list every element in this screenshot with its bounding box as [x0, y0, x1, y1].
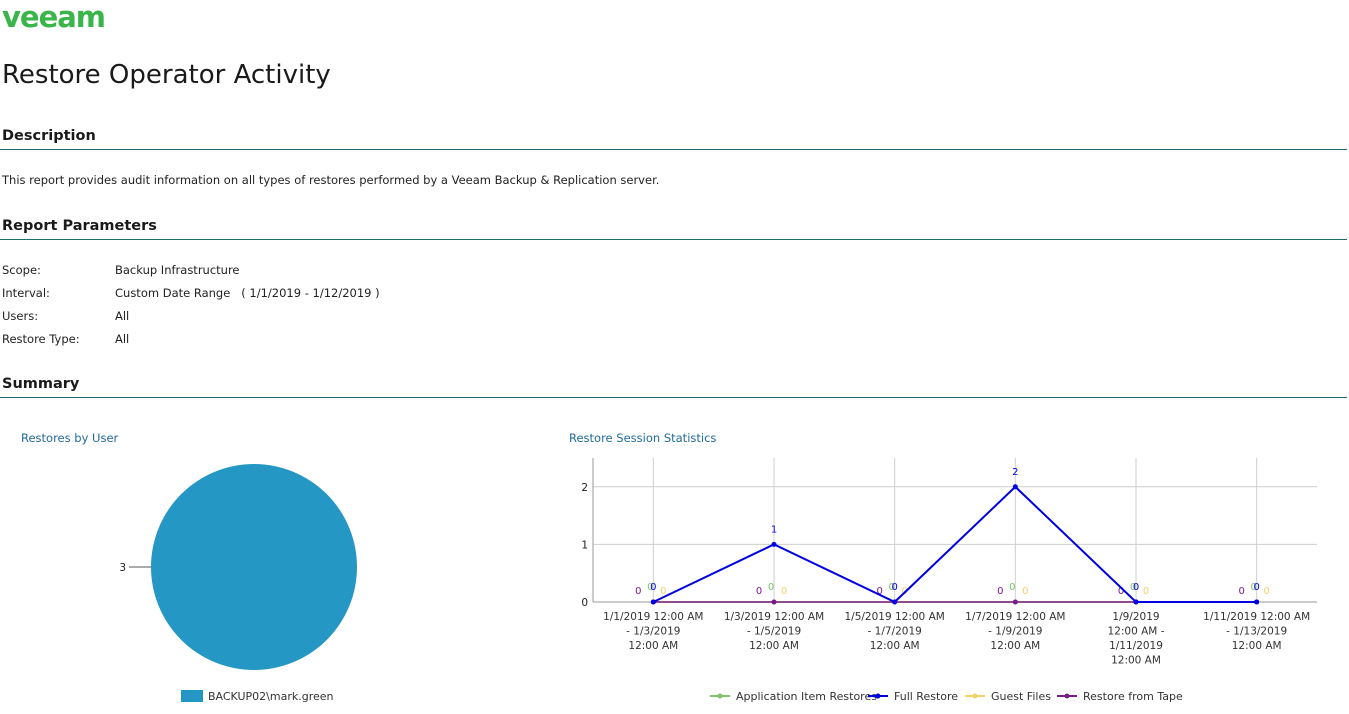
- param-value: All: [115, 309, 130, 323]
- data-label: 0: [997, 586, 1003, 597]
- x-tick-label: 1/11/2019 12:00 AM - 1/13/2019 12:00 AM: [1203, 611, 1310, 652]
- param-value: All: [115, 332, 130, 346]
- x-tick-label: 1/9/2019 12:00 AM -1/11/2019 12:00 AM: [1108, 611, 1165, 667]
- series-point: [892, 599, 898, 605]
- description-divider: [0, 149, 1347, 150]
- series-point: [771, 541, 777, 547]
- param-label: Interval:: [2, 286, 50, 300]
- legend-marker: [1064, 693, 1070, 699]
- data-label: 0: [660, 586, 666, 597]
- param-label: Scope:: [2, 263, 41, 277]
- data-label: 0: [891, 582, 897, 593]
- x-tick-label: 1/3/2019 12:00 AM - 1/5/2019 12:00 AM: [724, 611, 824, 652]
- data-label: 0: [1118, 586, 1124, 597]
- data-label: 0: [650, 582, 656, 593]
- y-tick-label: 2: [581, 482, 588, 494]
- page-title: Restore Operator Activity: [2, 60, 331, 90]
- x-tick-label: 1/5/2019 12:00 AM - 1/7/2019 12:00 AM: [844, 611, 944, 652]
- param-row-scope: Scope: Backup Infrastructure: [2, 263, 602, 279]
- legend-label: Application Item Restores: [736, 690, 877, 703]
- legend-label: Restore from Tape: [1083, 690, 1183, 703]
- data-label: 0: [1143, 586, 1149, 597]
- y-tick-label: 0: [581, 597, 588, 609]
- restores-by-user-chart: 3 BACKUP02\mark.green: [119, 464, 357, 703]
- data-label: 0: [876, 586, 882, 597]
- plot-area: [593, 458, 1317, 602]
- data-label: 0: [888, 582, 894, 593]
- data-label: 0: [1022, 586, 1028, 597]
- param-row-users: Users: All: [2, 309, 602, 325]
- series-point: [1012, 484, 1018, 490]
- param-value: Custom Date Range ( 1/1/2019 - 1/12/2019…: [115, 286, 380, 300]
- pie-slice-value-label: 3: [119, 562, 126, 574]
- param-value: Backup Infrastructure: [115, 263, 240, 277]
- legend-swatch: [181, 690, 203, 702]
- data-label: 0: [647, 582, 653, 593]
- series-point: [1012, 599, 1018, 605]
- param-row-restore-type: Restore Type: All: [2, 332, 602, 348]
- data-label: 0: [768, 582, 774, 593]
- legend-marker: [875, 693, 881, 699]
- param-label: Users:: [2, 309, 39, 323]
- description-text: This report provides audit information o…: [2, 173, 660, 187]
- data-label: 0: [1250, 582, 1256, 593]
- legend-marker: [717, 693, 723, 699]
- series-point: [650, 599, 656, 605]
- param-row-interval: Interval: Custom Date Range ( 1/1/2019 -…: [2, 286, 602, 302]
- data-label: 0: [1130, 582, 1136, 593]
- restores-by-user-title: Restores by User: [21, 431, 119, 445]
- legend-label: Full Restore: [894, 690, 958, 703]
- parameters-divider: [0, 239, 1347, 240]
- x-tick-label: 1/7/2019 12:00 AM - 1/9/2019 12:00 AM: [965, 611, 1065, 652]
- series-point: [771, 599, 777, 605]
- data-label: 0: [1009, 582, 1015, 593]
- data-label: 0: [635, 586, 641, 597]
- series-point: [1133, 599, 1139, 605]
- description-heading: Description: [2, 128, 96, 144]
- x-tick-label: 1/1/2019 12:00 AM - 1/3/2019 12:00 AM: [603, 611, 703, 652]
- series-line: [652, 485, 1257, 604]
- data-label: 0: [1133, 582, 1139, 593]
- data-label: 0: [1238, 586, 1244, 597]
- data-label: 1: [771, 524, 777, 535]
- report-parameters-heading: Report Parameters: [2, 218, 157, 234]
- summary-heading: Summary: [2, 376, 80, 392]
- restore-session-statistics-title: Restore Session Statistics: [569, 431, 717, 445]
- data-label: 2: [1012, 467, 1018, 478]
- veeam-logo: veeam: [2, 0, 106, 34]
- data-label: 0: [1253, 582, 1259, 593]
- pie-slice: [151, 464, 357, 670]
- data-label: 0: [756, 586, 762, 597]
- y-tick-label: 1: [581, 539, 588, 551]
- legend-marker: [972, 693, 978, 699]
- series-point: [1254, 599, 1260, 605]
- restore-session-statistics-chart: 0 1 2 1/1/2019 12:00 AM - 1/3/2019 12:00 AM 1/…: [581, 458, 1317, 703]
- legend-label: Guest Files: [991, 690, 1051, 703]
- summary-divider: [0, 397, 1347, 398]
- data-label: 0: [1263, 586, 1269, 597]
- data-label: 0: [781, 586, 787, 597]
- legend-label: BACKUP02\mark.green: [208, 690, 334, 703]
- param-label: Restore Type:: [2, 332, 80, 346]
